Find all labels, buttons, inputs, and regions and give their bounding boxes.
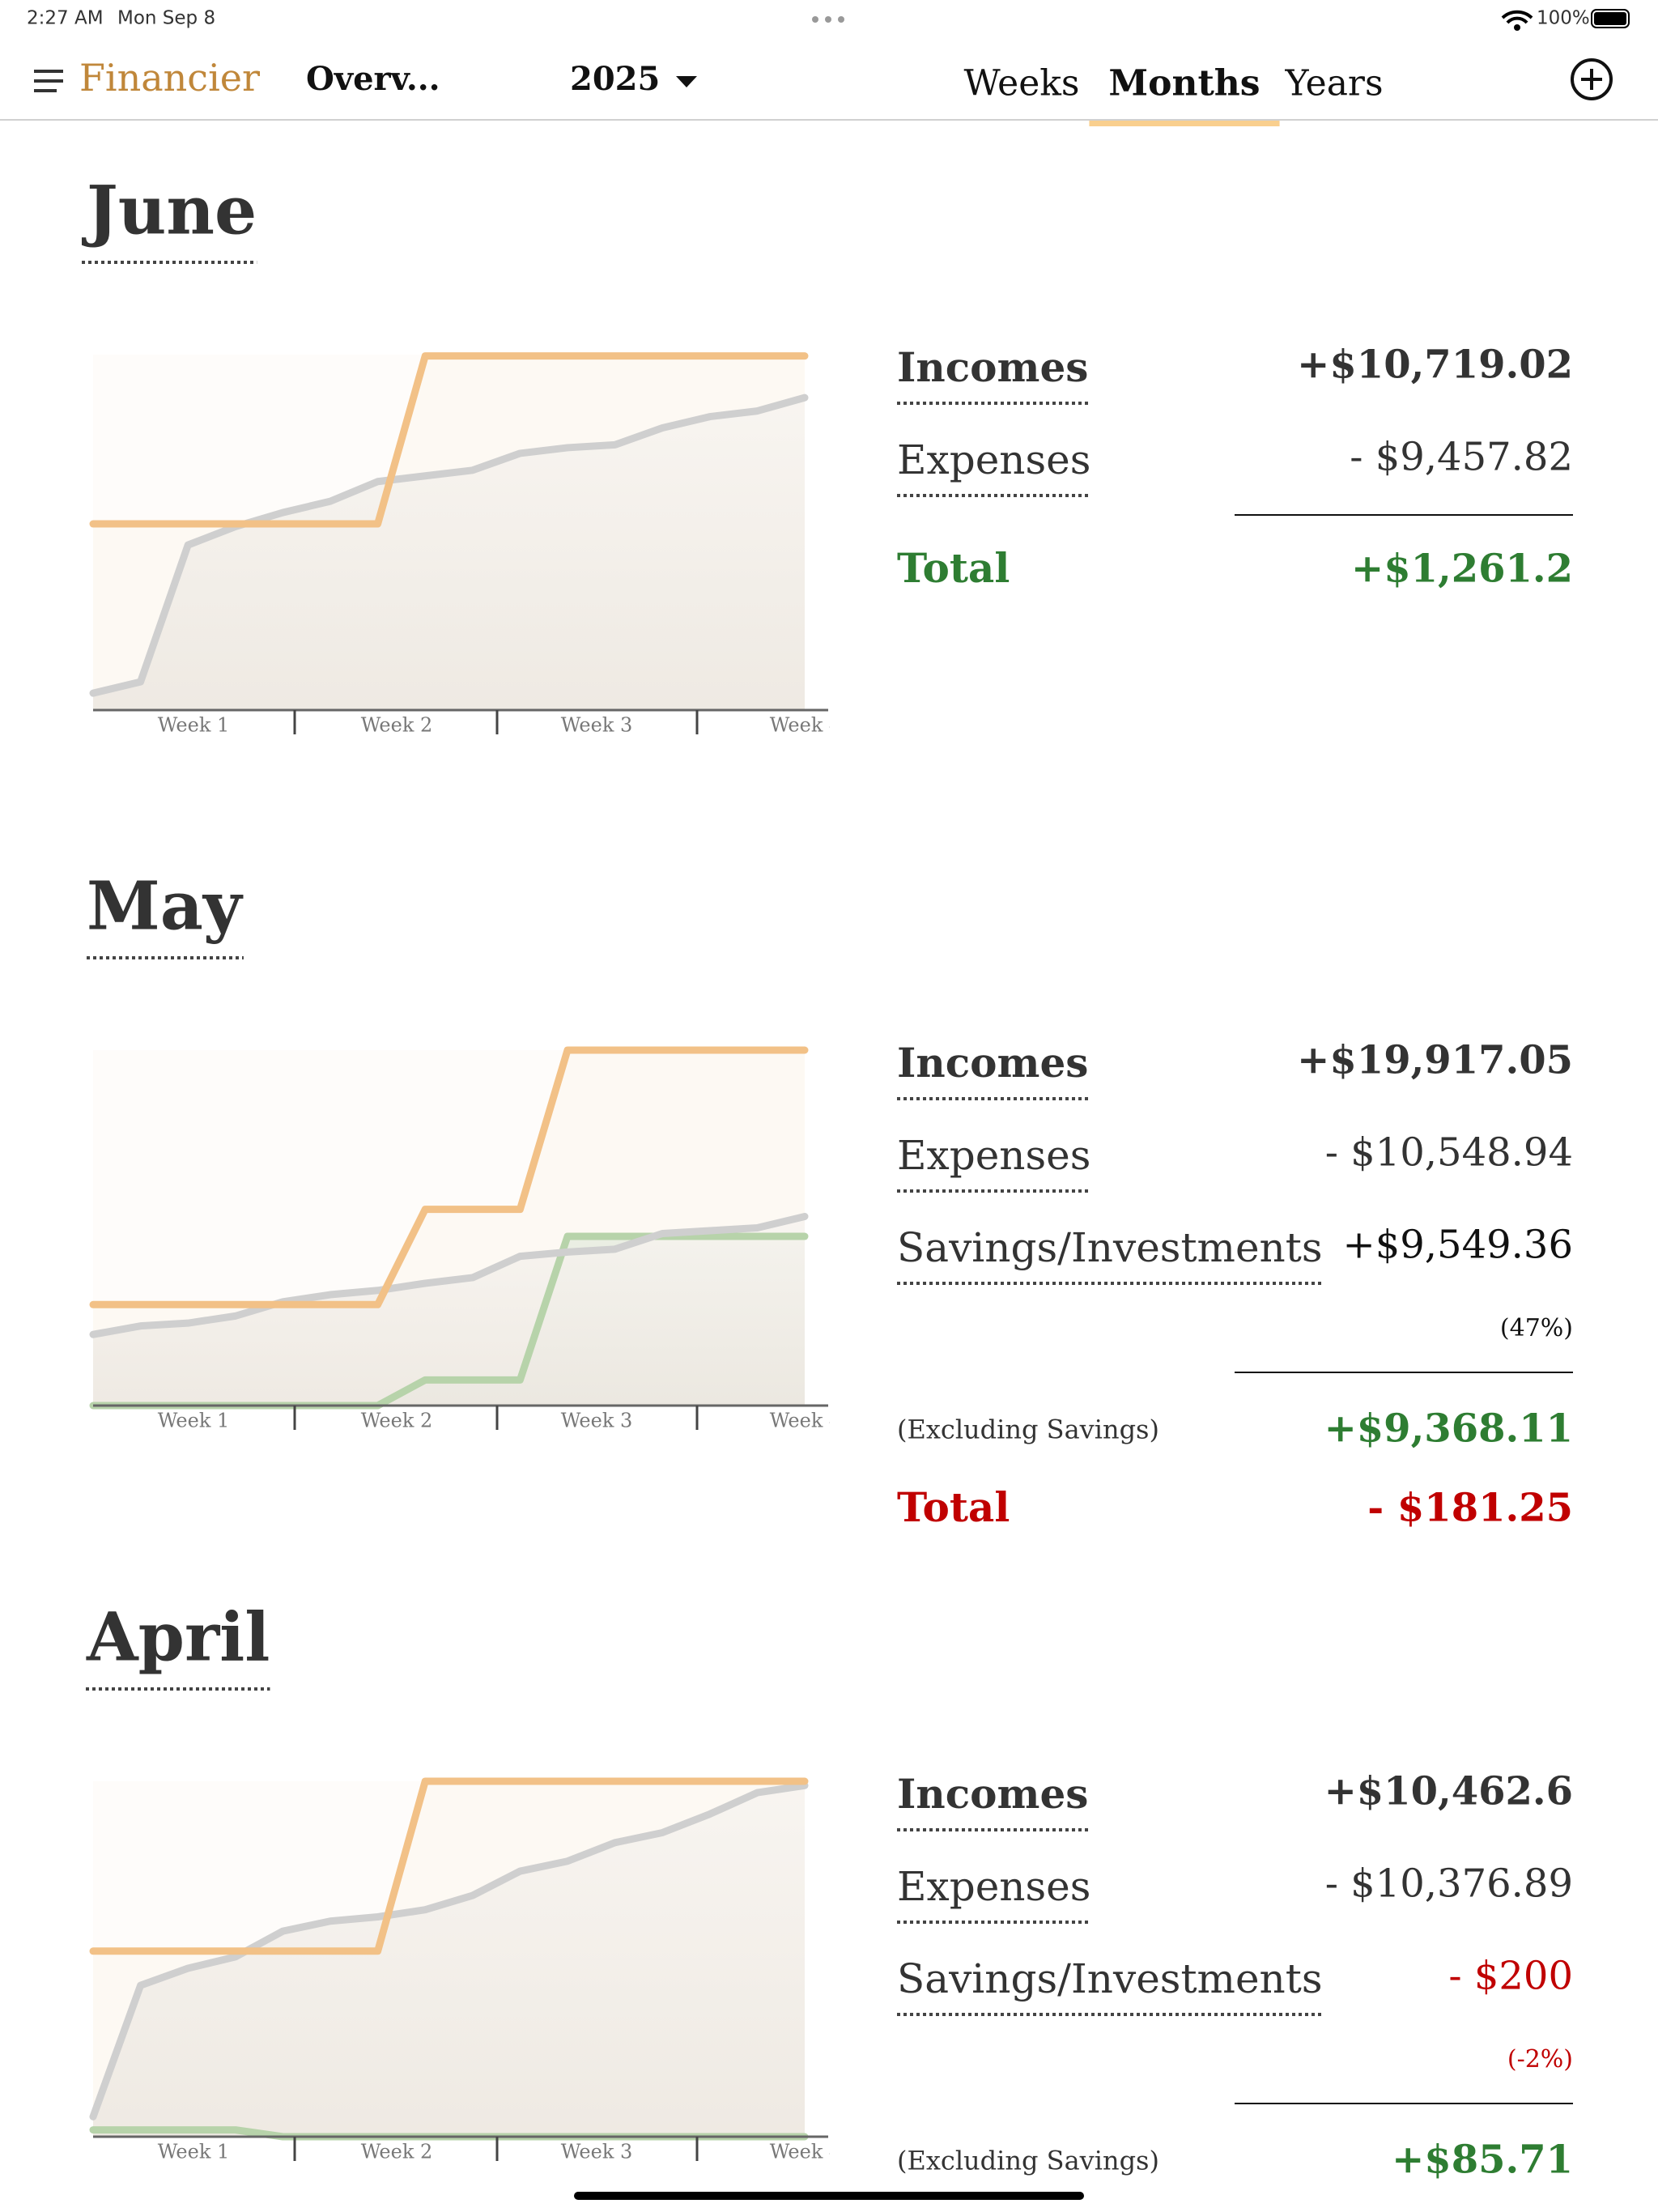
area: [93, 398, 805, 710]
x-tick-label: Week 4: [770, 2141, 842, 2163]
stat-label[interactable]: Incomes: [897, 343, 1088, 391]
stat-percent: (-2%): [1507, 2045, 1573, 2074]
month-section: June Week 1 Week 2 Week 3 Week 4 Incomes +$10,…: [82, 172, 1573, 737]
battery-icon: [1591, 9, 1630, 28]
chart: Week 1 Week 2 Week 3 Week 4: [89, 1777, 842, 2163]
battery-percent: 100%: [1537, 8, 1590, 29]
year-selector[interactable]: 2025: [570, 60, 660, 98]
stat-value: +$10,462.6: [1324, 1769, 1573, 1814]
month-title[interactable]: April: [86, 1598, 270, 1676]
excluding-value: +$85.71: [1392, 2138, 1573, 2183]
area: [93, 1216, 805, 1406]
chart: Week 1 Week 2 Week 3 Week 4: [89, 352, 842, 737]
x-tick-label: Week 2: [361, 1410, 433, 1432]
x-tick-label: Week 3: [561, 1410, 633, 1432]
line: [89, 1212, 809, 1338]
line: [89, 352, 809, 528]
line: [89, 393, 809, 697]
x-tick-label: Week 4: [770, 714, 842, 737]
stat-value: - $200: [1448, 1954, 1573, 1999]
stat-label[interactable]: Savings/Investments: [897, 1224, 1323, 1271]
home-indicator: [574, 2192, 1084, 2200]
total-value: +$1,261.2: [1351, 547, 1573, 592]
x-tick-label: Week 1: [158, 2141, 230, 2163]
tab[interactable]: Months: [1108, 63, 1260, 104]
stat-value: - $9,457.82: [1350, 435, 1573, 480]
month-title[interactable]: June: [82, 172, 257, 249]
status-date: Mon Sep 8: [117, 8, 215, 29]
menu-button[interactable]: [34, 70, 63, 92]
chart: Week 1 Week 2 Week 3 Week 4: [89, 1046, 842, 1432]
status-time: 2:27 AM: [27, 8, 104, 29]
x-tick-label: Week 4: [770, 1410, 842, 1432]
stat-label[interactable]: Expenses: [897, 1132, 1090, 1179]
month-section: April Week 1 Week 2 Week 3 Week 4 Incomes +$10…: [86, 1598, 1573, 2183]
x-tick-label: Week 2: [361, 714, 433, 737]
excluding-label: (Excluding Savings): [897, 1414, 1159, 1445]
stat-value: +$10,719.02: [1297, 342, 1573, 388]
line: [89, 1777, 809, 1955]
total-value: - $181.25: [1367, 1486, 1573, 1531]
add-button[interactable]: [1571, 58, 1613, 100]
app-title[interactable]: Financier: [79, 56, 260, 100]
tab[interactable]: Weeks: [964, 63, 1080, 104]
stat-value: - $10,548.94: [1325, 1130, 1573, 1176]
excluding-label: (Excluding Savings): [897, 2146, 1159, 2176]
total-label: Total: [897, 544, 1010, 592]
stat-label[interactable]: Expenses: [897, 1863, 1090, 1910]
stat-percent: (47%): [1500, 1314, 1573, 1342]
x-tick-label: Week 2: [361, 2141, 433, 2163]
x-tick-label: Week 1: [158, 1410, 230, 1432]
stat-value: +$9,549.36: [1342, 1223, 1573, 1268]
line: [89, 1046, 809, 1308]
excluding-value: +$9,368.11: [1324, 1406, 1573, 1452]
multitask-dots[interactable]: [812, 16, 844, 23]
tab-indicator: [1089, 120, 1280, 126]
year-dropdown-arrow[interactable]: [676, 76, 697, 87]
stat-label[interactable]: Savings/Investments: [897, 1955, 1323, 2002]
month-section: May Week 1 Week 2 Week 3 Week 4 Incomes +$19,9…: [87, 867, 1573, 1531]
stat-value: - $10,376.89: [1325, 1861, 1573, 1907]
stat-value: +$19,917.05: [1297, 1038, 1573, 1083]
line: [89, 1781, 809, 2121]
page-selector[interactable]: Overv...: [306, 60, 440, 98]
stat-label[interactable]: Incomes: [897, 1770, 1088, 1818]
stat-label[interactable]: Expenses: [897, 436, 1090, 483]
x-tick-label: Week 1: [158, 714, 230, 737]
tab[interactable]: Years: [1284, 63, 1383, 104]
area: [93, 1785, 805, 2137]
wifi-icon: [1501, 10, 1533, 24]
month-title[interactable]: May: [87, 867, 244, 945]
stat-label[interactable]: Incomes: [897, 1039, 1088, 1087]
x-tick-label: Week 3: [561, 2141, 633, 2163]
x-tick-label: Week 3: [561, 714, 633, 737]
total-label: Total: [897, 1483, 1010, 1531]
